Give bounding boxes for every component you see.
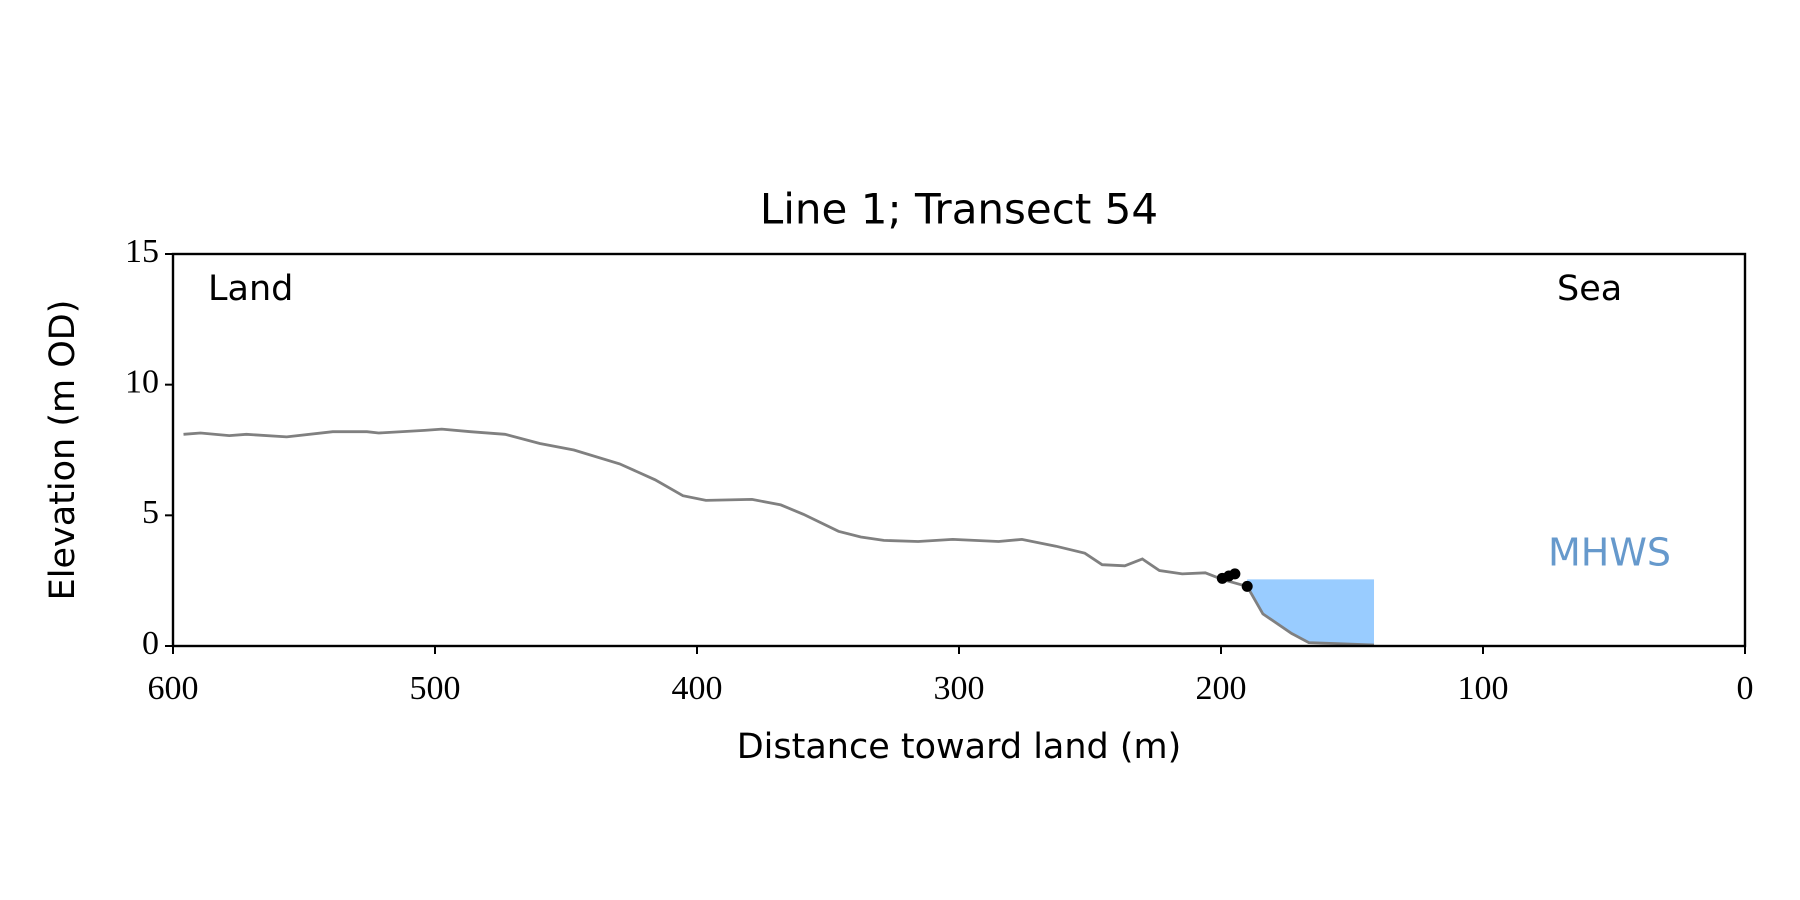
y-tick-label: 10	[125, 363, 159, 400]
x-tick-label: 400	[672, 670, 723, 707]
x-axis-label: Distance toward land (m)	[737, 727, 1182, 767]
annotation: Sea	[1557, 269, 1622, 309]
x-tick-label: 0	[1737, 670, 1754, 707]
y-tick-label: 5	[142, 494, 159, 531]
point	[1229, 568, 1241, 580]
x-tick-label: 100	[1458, 670, 1509, 707]
y-tick-label: 15	[125, 233, 159, 270]
mhws-label: MHWS	[1548, 531, 1671, 575]
annotation: Land	[208, 269, 293, 309]
x-tick-label: 600	[148, 670, 199, 707]
x-tick-label: 300	[934, 670, 985, 707]
y-tick-label: 0	[142, 625, 159, 662]
point	[1241, 580, 1253, 592]
y-axis-label: Elevation (m OD)	[43, 300, 83, 601]
x-tick-label: 200	[1196, 670, 1247, 707]
x-tick-label: 500	[410, 670, 461, 707]
profile-line	[183, 427, 1375, 647]
chart-title: Line 1; Transect 54	[760, 185, 1158, 234]
mhws-area	[1247, 579, 1375, 645]
plot-frame	[171, 252, 1747, 648]
